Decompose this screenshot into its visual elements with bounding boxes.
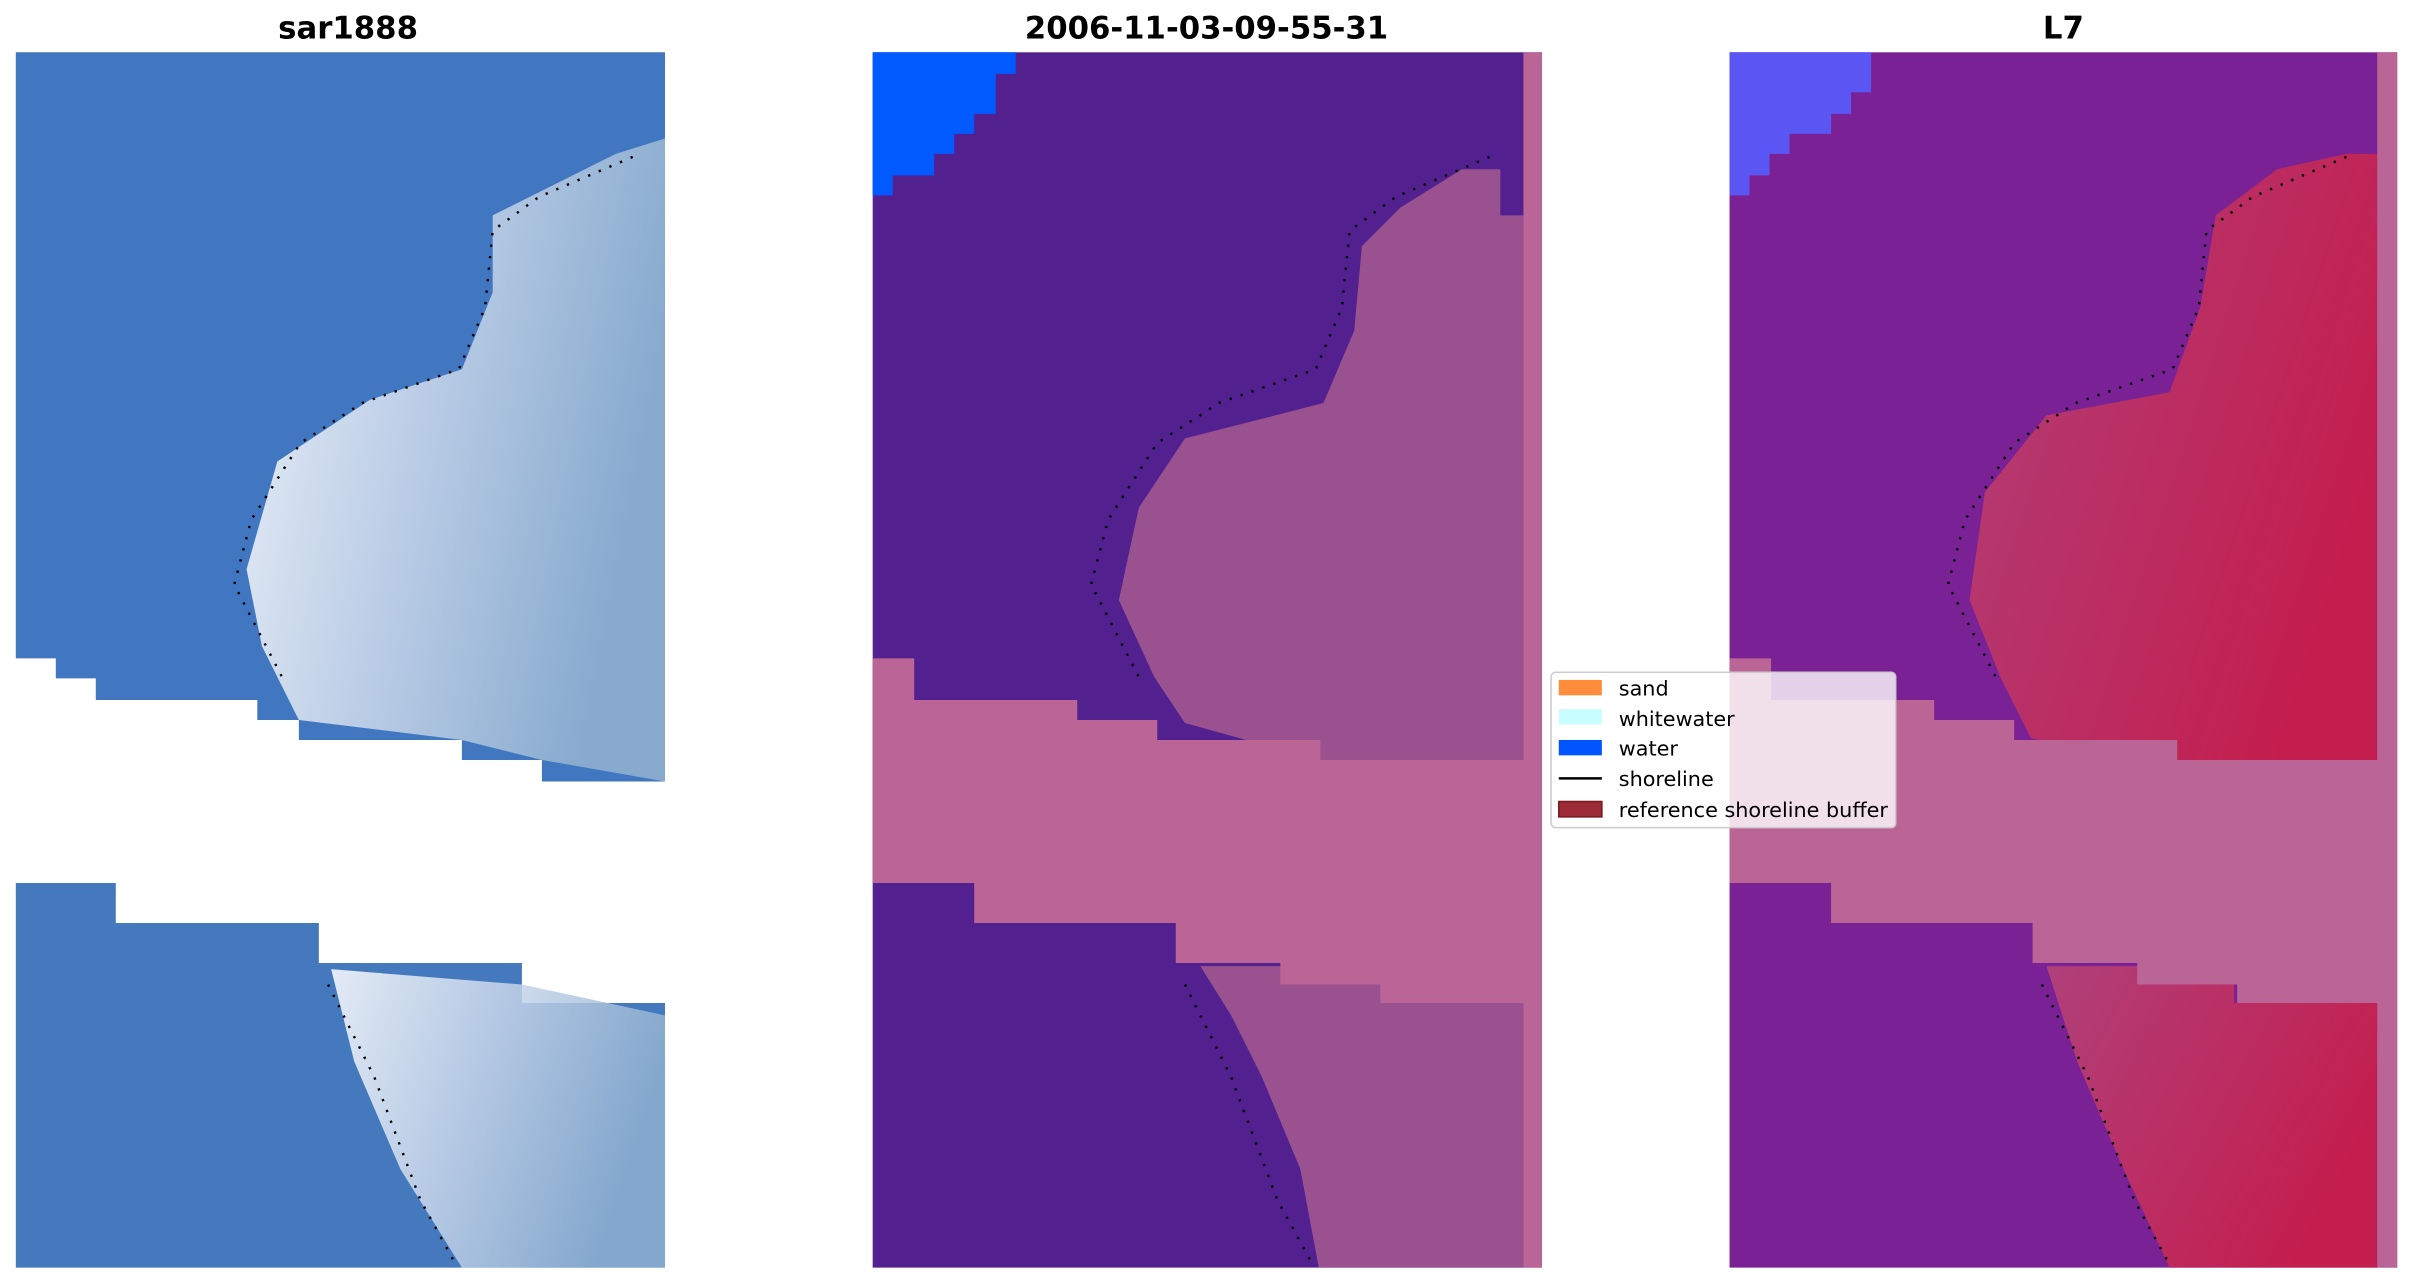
l7-land-region — [1969, 153, 2378, 782]
panel-title: 2006-11-03-09-55-31 — [1025, 10, 1388, 46]
legend-label: reference shoreline buffer — [1619, 798, 1889, 822]
legend-item-sand: sand — [1558, 676, 1669, 700]
legend-item-shoreline: shoreline — [1558, 767, 1714, 791]
panel-sar1888: sar1888 — [15, 10, 665, 1268]
legend-box — [1550, 671, 1897, 829]
l7-water-bright — [1729, 52, 1872, 196]
reference-shoreline-buffer — [1729, 52, 2398, 1268]
legend-label: sand — [1619, 676, 1669, 700]
water-class-patch — [872, 52, 1016, 196]
whitewater-region — [246, 138, 665, 782]
panel-l7: L7 — [1729, 10, 2398, 1268]
legend-label: shoreline — [1619, 767, 1714, 791]
l7-land-region-lower — [2046, 966, 2378, 1268]
legend-label: water — [1619, 736, 1679, 760]
legend-item-water: water — [1558, 736, 1679, 760]
legend: sand whitewater water shoreline referenc… — [1550, 671, 1897, 829]
legend-item-reference-shoreline-buffer: reference shoreline buffer — [1558, 798, 1889, 822]
legend-label: whitewater — [1619, 707, 1735, 731]
whitewater-swatch — [1558, 709, 1602, 725]
sand-swatch — [1558, 679, 1602, 696]
panel-title: sar1888 — [278, 10, 418, 46]
panel-classification: 2006-11-03-09-55-31 — [872, 10, 1542, 1268]
buffer-swatch — [1558, 800, 1603, 818]
panel-title: L7 — [2043, 10, 2084, 46]
whitewater-region-lower — [331, 969, 665, 1268]
legend-item-whitewater: whitewater — [1558, 707, 1735, 731]
water-swatch — [1558, 739, 1602, 756]
reference-shoreline-buffer — [872, 52, 1542, 1268]
